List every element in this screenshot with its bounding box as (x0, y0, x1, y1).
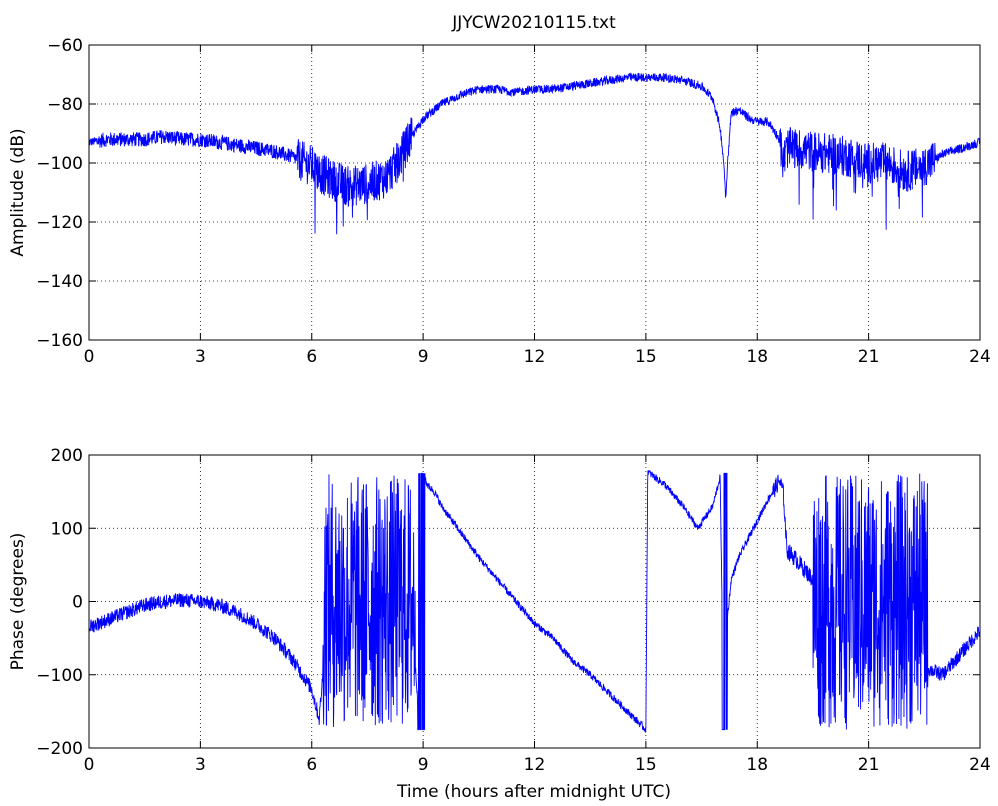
x-tick-label: 6 (306, 755, 317, 775)
amplitude-axis-label: Amplitude (dB) (8, 128, 28, 256)
x-tick-label: 24 (969, 755, 991, 775)
time-axis-label: Time (hours after midnight UTC) (396, 782, 671, 802)
y-tick-label: −200 (36, 739, 83, 759)
y-tick-label: −80 (47, 95, 83, 115)
x-tick-label: 0 (84, 755, 95, 775)
chart-title: JJYCW20210115.txt (451, 13, 616, 33)
y-tick-label: 0 (72, 593, 83, 613)
amplitude-plot: 0 3 6 9 12 15 18 21 24 −60 −80 −100 −120 −140 −160 (36, 36, 991, 367)
y-tick-label: −140 (36, 272, 83, 292)
y-tick-label: −60 (47, 36, 83, 56)
y-tick-label: 100 (51, 519, 83, 539)
x-tick-label: 0 (84, 347, 95, 367)
phase-axis-label: Phase (degrees) (8, 533, 28, 671)
x-tick-label: 3 (195, 347, 206, 367)
x-tick-label: 21 (858, 755, 880, 775)
series-line (89, 72, 980, 235)
y-tick-label: −100 (36, 154, 83, 174)
series-line (89, 470, 980, 733)
x-tick-label: 21 (858, 347, 880, 367)
x-tick-label: 12 (524, 755, 546, 775)
y-tick-label: −100 (36, 666, 83, 686)
x-tick-label: 9 (418, 755, 429, 775)
y-tick-label: 200 (51, 446, 83, 466)
x-tick-label: 9 (418, 347, 429, 367)
phase-plot: 0 3 6 9 12 15 18 21 24 200 100 0 −100 −200 (36, 446, 991, 775)
y-tick-label: −160 (36, 331, 83, 351)
x-tick-label: 15 (635, 347, 657, 367)
y-tick-label: −120 (36, 213, 83, 233)
x-tick-label: 24 (969, 347, 991, 367)
x-tick-label: 12 (524, 347, 546, 367)
x-tick-label: 18 (746, 347, 768, 367)
x-tick-label: 18 (746, 755, 768, 775)
x-tick-label: 3 (195, 755, 206, 775)
x-tick-label: 6 (306, 347, 317, 367)
x-tick-label: 15 (635, 755, 657, 775)
